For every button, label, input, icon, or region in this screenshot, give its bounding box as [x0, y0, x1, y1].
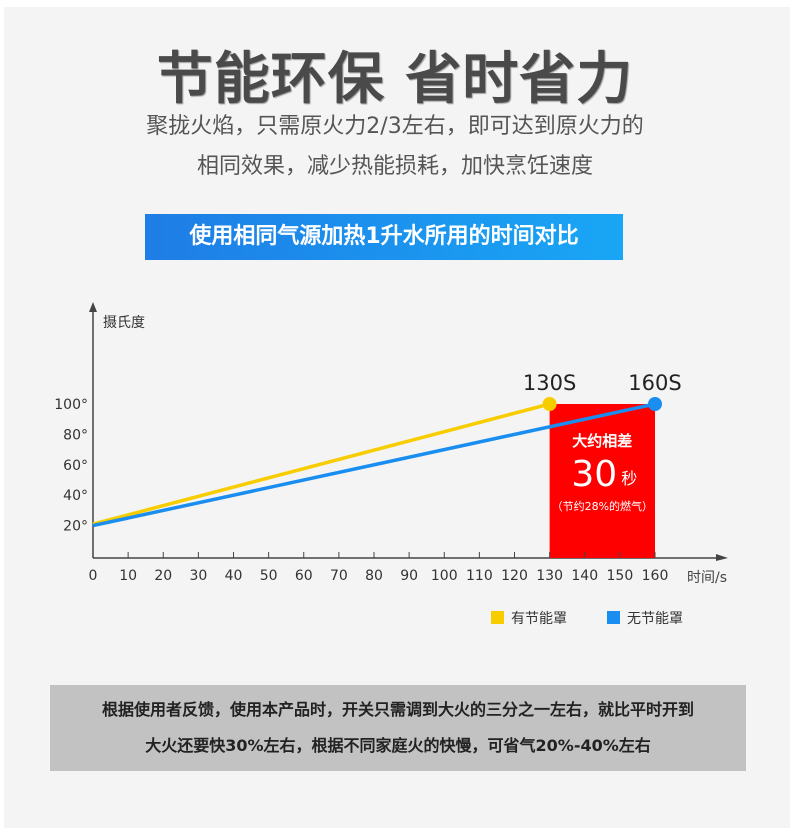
subtitle-line-1: 聚拢火焰，只需原火力2/3左右，即可达到原火力的 [146, 114, 644, 139]
x-tick-label: 10 [119, 568, 137, 584]
x-tick-label: 120 [501, 568, 528, 584]
annotation-line-3: （节约28%的燃气） [552, 499, 653, 513]
y-tick-label: 80° [63, 427, 88, 443]
series-line-2 [92, 402, 656, 528]
legend-swatch-2 [607, 611, 620, 624]
subtitle-line-2: 相同效果，减少热能损耗，加快烹饪速度 [196, 154, 593, 179]
page-title: 节能环保 省时省力 [156, 47, 634, 112]
series-endpoint-2 [648, 397, 662, 411]
annotation-value: 30 [571, 454, 617, 495]
x-tick-label: 140 [571, 568, 598, 584]
x-tick-label: 130 [536, 568, 563, 584]
series-line-1 [92, 402, 551, 526]
series-end-label-1: 130S [523, 371, 576, 395]
feedback-line-1: 根据使用者反馈，使用本产品时，开关只需调到大火的三分之一左右，就比平时开到 [101, 700, 694, 719]
legend-swatch-1 [491, 611, 504, 624]
y-tick-label: 40° [63, 488, 88, 504]
ticks: 0 10 20 30 40 50 60 70 80 90 100 110 120 130 140 150 160… [54, 397, 668, 584]
x-tick-label: 0 [89, 568, 98, 584]
comparison-banner: 使用相同气源加热1升水所用的时间对比 [145, 214, 623, 260]
feedback-note: 根据使用者反馈，使用本产品时，开关只需调到大火的三分之一左右，就比平时开到 大火… [50, 685, 746, 771]
y-axis-arrow-icon [89, 302, 97, 312]
x-tick-label: 100 [431, 568, 458, 584]
y-axis-label: 摄氏度 [103, 315, 145, 331]
feedback-line-2: 大火还要快30%左右，根据不同家庭火的快慢，可省气20%-40%左右 [145, 736, 651, 755]
time-difference-box [549, 404, 655, 558]
x-tick-label: 40 [225, 568, 243, 584]
series-endpoint-1 [542, 397, 557, 411]
x-tick-label: 80 [365, 568, 383, 584]
x-tick-label: 150 [607, 568, 634, 584]
y-tick-label: 60° [63, 458, 88, 474]
x-tick-label: 20 [154, 568, 172, 584]
x-tick-label: 30 [189, 568, 207, 584]
x-tick-label: 90 [400, 568, 418, 584]
series: 130S 160S [92, 371, 682, 528]
y-tick-label: 20° [63, 519, 88, 535]
x-tick-label: 60 [295, 568, 313, 584]
annotation-unit: 秒 [621, 469, 637, 488]
series-end-label-2: 160S [628, 371, 681, 395]
annotation-line-1: 大约相差 [572, 432, 632, 450]
legend-label-1: 有节能罩 [511, 611, 567, 627]
x-tick-label: 70 [330, 568, 348, 584]
x-axis-label: 时间/s [687, 570, 727, 586]
x-tick-label: 110 [466, 568, 493, 584]
legend: 有节能罩 无节能罩 [491, 611, 683, 627]
x-tick-label: 50 [260, 568, 278, 584]
annotation: 大约相差 30 秒 （节约28%的燃气） [549, 404, 655, 558]
legend-label-2: 无节能罩 [627, 611, 683, 627]
x-tick-label: 160 [642, 568, 669, 584]
x-axis-arrow-icon [716, 554, 728, 561]
y-tick-label: 100° [54, 397, 88, 413]
